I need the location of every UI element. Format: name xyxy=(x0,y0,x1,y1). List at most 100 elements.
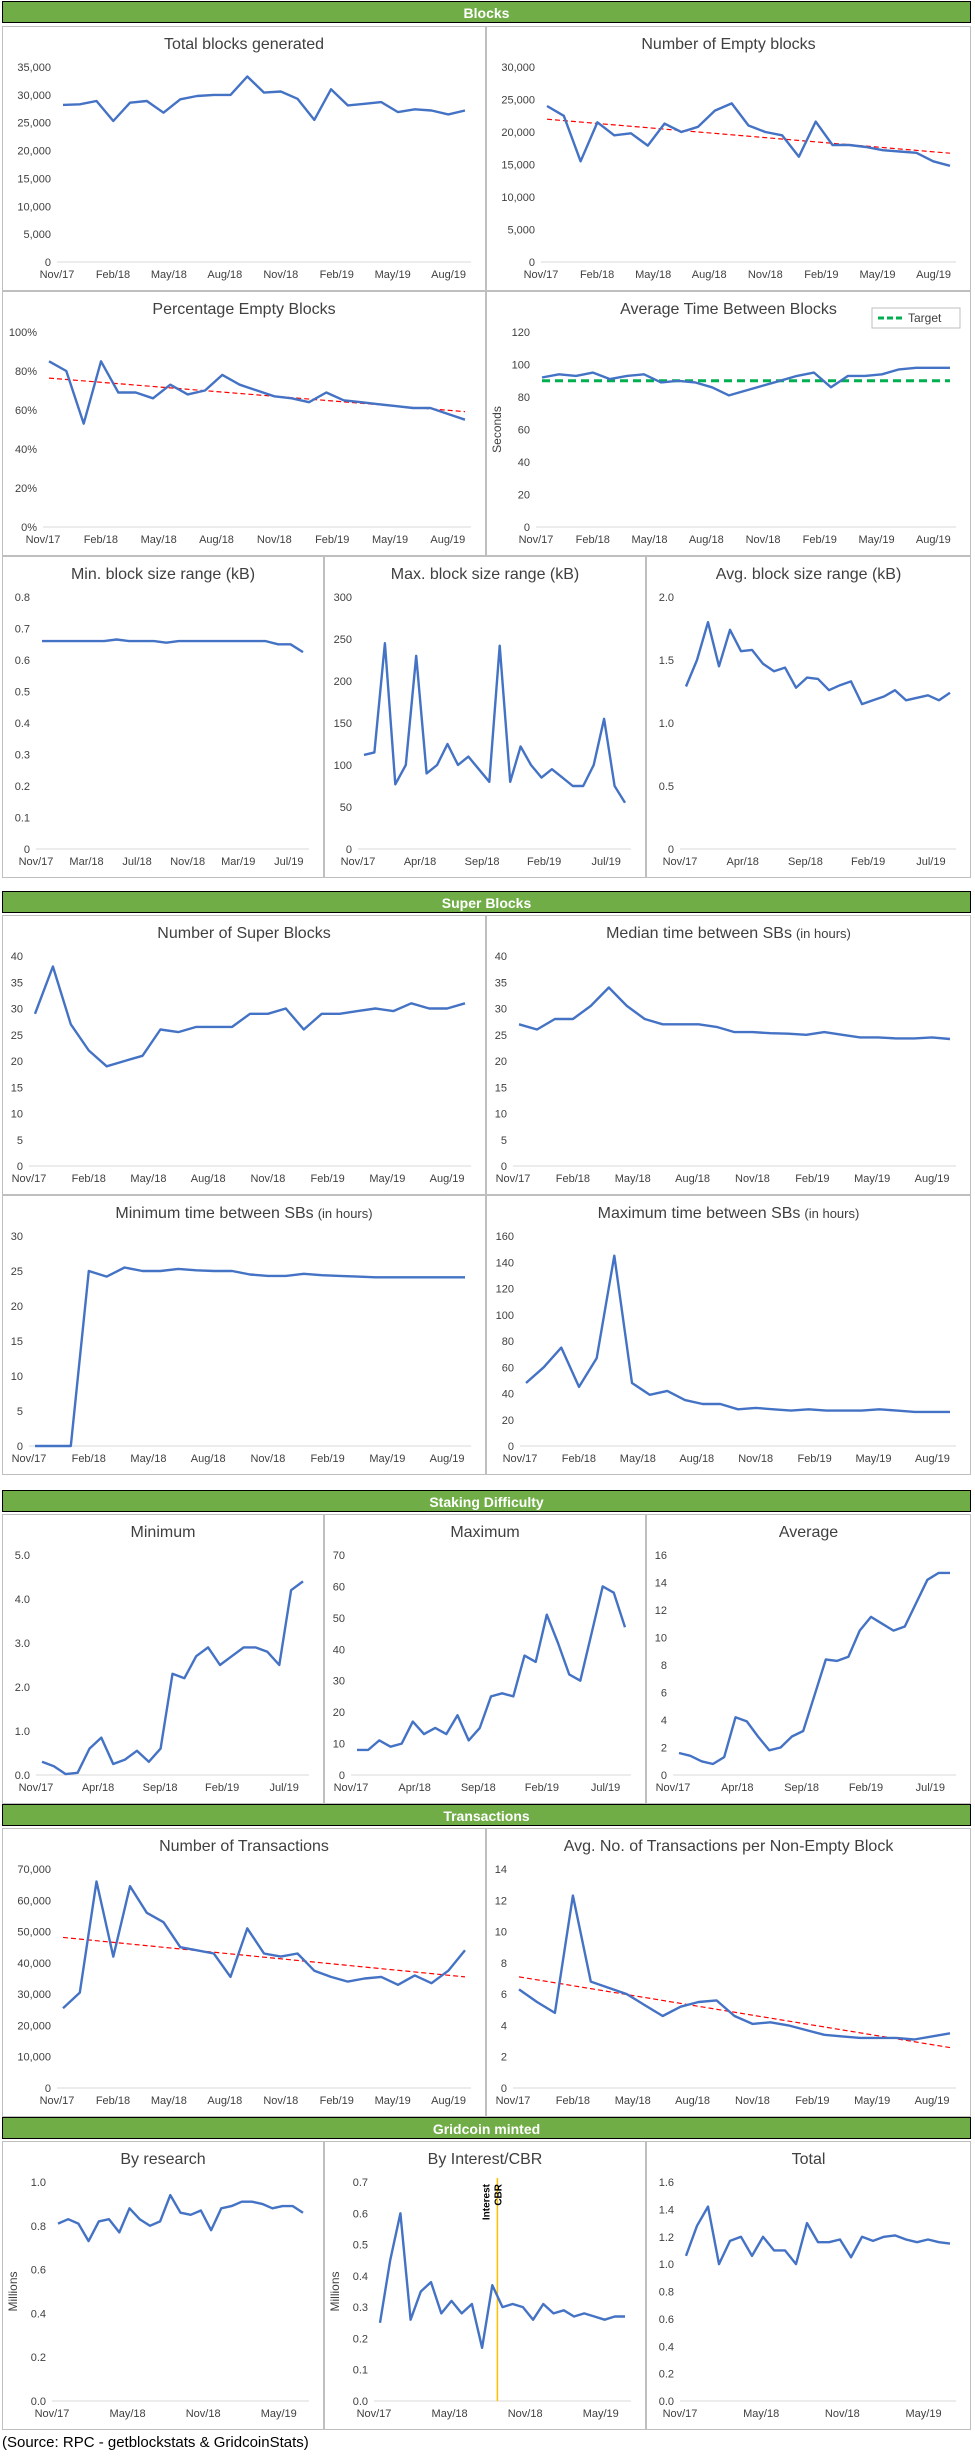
x-tick-label: Nov/18 xyxy=(735,2095,770,2107)
y-tick-label: 0 xyxy=(668,844,674,856)
y-tick-label: 12 xyxy=(655,1605,667,1617)
chart-title: Maximum time between SBs (in hours) xyxy=(598,1205,860,1222)
chart-panel-empty_blocks: Number of Empty blocks 0 5,000 10,000 15,000… xyxy=(486,26,971,291)
y-tick-label: 150 xyxy=(334,718,352,730)
y-tick-label: 0.5 xyxy=(659,781,674,793)
chart-title: Average Time Between Blocks xyxy=(620,301,837,318)
x-tick-label: Nov/17 xyxy=(524,269,559,281)
x-tick-label: Nov/17 xyxy=(496,2095,531,2107)
x-tick-label: May/19 xyxy=(583,2408,619,2420)
chart-title-text: Total xyxy=(792,2151,826,2168)
chart-svg-by_research: By research 0.0 0.2 0.4 0.6 0.8 1.0 Millions Nov… xyxy=(6,2151,309,2420)
y-tick-label: 1.2 xyxy=(659,2232,674,2244)
y-tick-label: 10 xyxy=(11,1371,23,1383)
x-tick-label: May/19 xyxy=(369,1173,405,1185)
chart-svg-by_interest: By Interest/CBR 0.0 0.1 0.2 0.3 0.4 0.5 0.6 0.7 M… xyxy=(328,2151,631,2420)
y-tick-label: 0.0 xyxy=(31,2396,46,2408)
y-tick-label: 0.1 xyxy=(353,2365,368,2377)
chart-title-text: Min. block size range (kB) xyxy=(71,566,255,583)
chart-subtitle: (in hours) xyxy=(796,926,851,941)
chart-svg-total_minted: Total 0.0 0.2 0.4 0.6 0.8 1.0 1.2 1.4 1.6 Nov/17 Ma… xyxy=(659,2151,956,2420)
y-tick-label: 70 xyxy=(333,1550,345,1562)
x-tick-label: Aug/19 xyxy=(915,1453,950,1465)
section-header-staking-difficulty: Staking Difficulty xyxy=(2,1490,971,1512)
y-tick-label: 5,000 xyxy=(23,229,51,241)
x-tick-label: May/18 xyxy=(130,1453,166,1465)
y-tick-label: 14 xyxy=(495,1864,507,1876)
x-tick-label: Feb/19 xyxy=(795,2095,829,2107)
x-tick-label: Nov/18 xyxy=(825,2408,860,2420)
y-tick-label: 0 xyxy=(501,1161,507,1173)
y-tick-label: 30 xyxy=(11,1231,23,1243)
y-tick-label: 0.3 xyxy=(353,2302,368,2314)
y-tick-label: 0.8 xyxy=(659,2287,674,2299)
chart-svg-empty_blocks: Number of Empty blocks 0 5,000 10,000 15,000… xyxy=(501,36,956,281)
y-tick-label: 0.6 xyxy=(659,2314,674,2326)
x-tick-label: Aug/18 xyxy=(689,534,724,546)
chart-title: Number of Empty blocks xyxy=(641,36,815,53)
x-tick-label: Feb/19 xyxy=(795,1173,829,1185)
x-tick-label: Feb/18 xyxy=(556,1173,590,1185)
y-tick-label: 0.8 xyxy=(31,2221,46,2233)
x-tick-label: Feb/19 xyxy=(803,534,837,546)
y-tick-label: 1.5 xyxy=(659,655,674,667)
x-tick-label: Jul/19 xyxy=(916,1782,945,1794)
y-tick-label: 35 xyxy=(495,977,507,989)
y-tick-label: 10 xyxy=(495,1109,507,1121)
y-tick-label: 20,000 xyxy=(17,146,51,158)
y-tick-label: 5.0 xyxy=(15,1550,30,1562)
x-tick-label: Aug/18 xyxy=(191,1173,226,1185)
y-tick-label: 25 xyxy=(495,1030,507,1042)
chart-title: Avg. block size range (kB) xyxy=(716,566,902,583)
y-tick-label: 12 xyxy=(495,1895,507,1907)
legend-target-label: Target xyxy=(908,311,942,325)
y-tick-label: 40 xyxy=(333,1644,345,1656)
y-tick-label: 80% xyxy=(15,366,37,378)
y-tick-label: 15 xyxy=(495,1082,507,1094)
y-tick-label: 100% xyxy=(9,327,37,339)
y-tick-label: 1.0 xyxy=(31,2177,46,2189)
x-tick-label: Aug/18 xyxy=(692,269,727,281)
y-tick-label: 25 xyxy=(11,1030,23,1042)
y-tick-label: 10 xyxy=(495,1927,507,1939)
x-tick-label: May/19 xyxy=(854,2095,890,2107)
x-tick-label: Feb/18 xyxy=(96,2095,130,2107)
series-line xyxy=(62,75,466,123)
chart-title-text: Minimum time between SBs xyxy=(115,1205,313,1222)
x-tick-label: Feb/18 xyxy=(72,1453,106,1465)
trend-line xyxy=(518,1976,951,2049)
series-line xyxy=(546,102,951,167)
x-tick-label: Aug/18 xyxy=(199,534,234,546)
y-tick-label: 2.0 xyxy=(15,1682,30,1694)
series-line xyxy=(35,1266,465,1448)
y-tick-label: 0.4 xyxy=(31,2308,46,2320)
chart-svg-avg_time: Average Time Between Blocks 0 20 40 60 80 100 1… xyxy=(490,301,961,546)
y-tick-label: 50 xyxy=(340,802,352,814)
chart-title-text: By research xyxy=(120,2151,205,2168)
series-line xyxy=(33,965,466,1068)
y-tick-label: 25 xyxy=(11,1266,23,1278)
y-tick-label: 14 xyxy=(655,1578,667,1590)
chart-title-text: By Interest/CBR xyxy=(428,2151,543,2168)
y-tick-label: 20 xyxy=(11,1056,23,1068)
y-tick-label: 30 xyxy=(333,1676,345,1688)
y-tick-label: 0.2 xyxy=(659,2369,674,2381)
y-tick-label: 20 xyxy=(502,1415,514,1427)
y-tick-label: 15,000 xyxy=(17,173,51,185)
chart-svg-avg_tx: Avg. No. of Transactions per Non-Empty B… xyxy=(495,1838,956,2107)
x-tick-label: Nov/17 xyxy=(19,1782,54,1794)
y-tick-label: 60 xyxy=(333,1581,345,1593)
y-tick-label: 1.0 xyxy=(15,1726,30,1738)
y-tick-label: 100 xyxy=(334,760,352,772)
y-tick-label: 0.4 xyxy=(15,718,30,730)
x-tick-label: May/19 xyxy=(855,1453,891,1465)
chart-title: Median time between SBs (in hours) xyxy=(606,925,851,942)
x-tick-label: Sep/18 xyxy=(465,856,500,868)
y-tick-label: 50 xyxy=(333,1613,345,1625)
chart-title: Min. block size range (kB) xyxy=(71,566,255,583)
chart-panel-by_interest: By Interest/CBR 0.0 0.1 0.2 0.3 0.4 0.5 0.6 0.7 M… xyxy=(324,2141,646,2430)
y-tick-label: 20% xyxy=(15,483,37,495)
chart-panel-num_sb: Number of Super Blocks 0 5 10 15 20 25 30 35 40 No… xyxy=(2,915,486,1195)
x-tick-label: May/18 xyxy=(151,269,187,281)
x-tick-label: Nov/18 xyxy=(738,1453,773,1465)
